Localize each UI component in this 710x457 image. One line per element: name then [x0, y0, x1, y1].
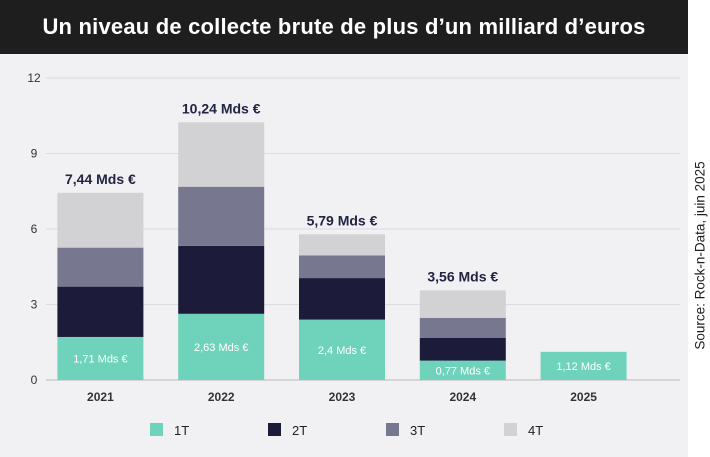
total-data-label: 5,79 Mds €: [307, 212, 378, 228]
segment-data-label: 0,77 Mds €: [436, 365, 490, 377]
legend-label: 2T: [292, 423, 307, 438]
y-tick-label: 6: [31, 222, 38, 236]
legend-label: 1T: [174, 423, 189, 438]
bar-segment: [540, 351, 627, 380]
bar-segment: [299, 278, 385, 320]
source-note: Source: Rock-n-Data, juin 2025: [690, 56, 710, 454]
legend-swatch: [386, 423, 399, 436]
y-tick-label: 12: [27, 71, 41, 85]
bar-segment: [419, 360, 506, 380]
bar-segment: [57, 336, 144, 380]
y-tick-label: 9: [31, 147, 38, 161]
total-data-label: 10,24 Mds €: [182, 100, 261, 116]
chart-title-bar: Un niveau de collecte brute de plus d’un…: [0, 0, 688, 54]
segment-data-label: 2,63 Mds €: [194, 342, 248, 354]
legend-swatch: [268, 423, 281, 436]
x-tick-label: 2023: [329, 390, 356, 404]
y-tick-label: 0: [31, 373, 38, 387]
x-tick-label: 2022: [208, 390, 235, 404]
x-tick-label: 2024: [449, 390, 476, 404]
bar-segment: [419, 337, 506, 361]
axis-labels: 0 3 6 9 12 2021 2022 2023 2024 2025: [27, 71, 597, 404]
legend-swatch: [504, 423, 517, 436]
bar-segment: [178, 245, 265, 314]
segment-data-label: 1,71 Mds €: [73, 353, 127, 365]
bar-segment: [299, 319, 385, 380]
legend-label: 4T: [528, 423, 543, 438]
legend: 1T 2T 3T 4T: [150, 423, 543, 438]
data-labels: 1,71 Mds € 7,44 Mds € 2,63 Mds € 10,24 Mds …: [65, 100, 611, 377]
bar-segment: [299, 255, 385, 279]
bars: [57, 122, 627, 380]
stacked-bar-chart: 1,71 Mds € 7,44 Mds € 2,63 Mds € 10,24 Mds …: [27, 71, 680, 438]
y-tick-label: 3: [31, 298, 38, 312]
x-tick-label: 2025: [570, 390, 597, 404]
bar-segment: [57, 286, 144, 337]
segment-data-label: 1,12 Mds €: [556, 361, 610, 373]
bar-segment: [419, 317, 506, 338]
bar-segment: [178, 313, 265, 380]
bar-segment: [419, 290, 506, 318]
bar-segment: [299, 234, 385, 256]
segment-data-label: 2,4 Mds €: [318, 345, 366, 357]
total-data-label: 3,56 Mds €: [427, 268, 498, 284]
bar-segment: [178, 186, 265, 246]
bar-segment: [57, 247, 144, 287]
legend-label: 3T: [410, 423, 425, 438]
bar-segment: [57, 192, 144, 248]
bar-segment: [178, 122, 265, 187]
chart-title: Un niveau de collecte brute de plus d’un…: [42, 14, 646, 39]
source-text: Source: Rock-n-Data, juin 2025: [692, 160, 708, 350]
x-tick-label: 2021: [87, 390, 114, 404]
total-data-label: 7,44 Mds €: [65, 171, 136, 187]
legend-swatch: [150, 423, 163, 436]
